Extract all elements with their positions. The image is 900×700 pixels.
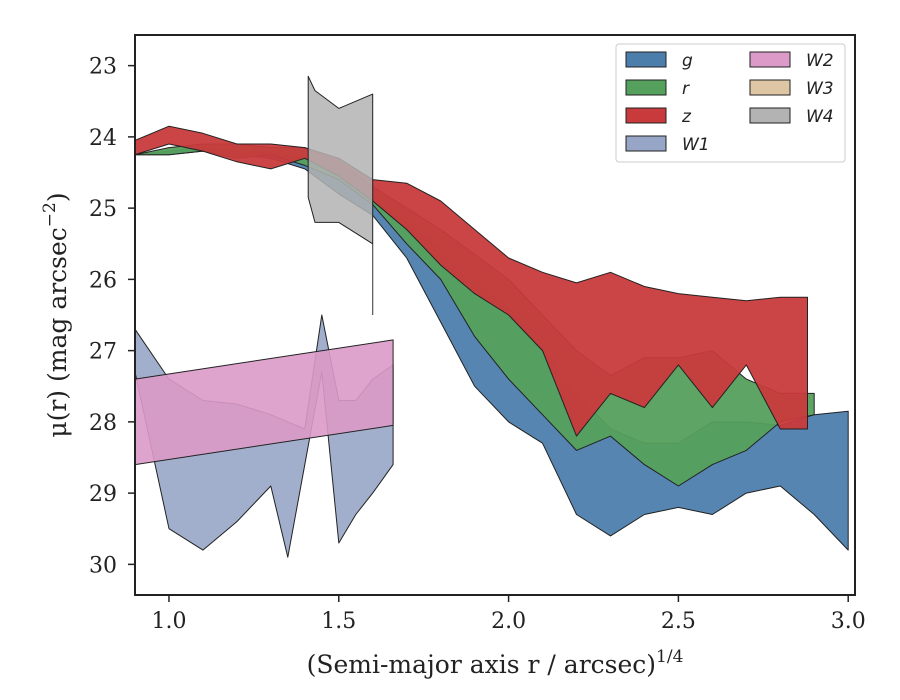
legend-label-z: z bbox=[681, 107, 692, 127]
plot-areas bbox=[135, 75, 849, 558]
y-tick-label: 25 bbox=[89, 197, 117, 222]
plot-frame bbox=[134, 34, 856, 596]
legend-label-w4: W4 bbox=[806, 107, 834, 127]
x-axis-label: (Semi-major axis r / arcsec)1/4 bbox=[307, 647, 684, 679]
y-axis-label: μ(r) (mag arcsec−2) bbox=[40, 192, 72, 437]
y-tick-label: 28 bbox=[89, 411, 117, 436]
legend-swatch-r bbox=[625, 79, 667, 96]
x-tick-label: 2.0 bbox=[491, 609, 526, 634]
series-w4-band bbox=[307, 75, 374, 245]
x-axis: 1.0 1.5 2.0 2.5 3.0 bbox=[151, 595, 866, 634]
legend-label-g: g bbox=[682, 51, 693, 71]
legend-label-w2: W2 bbox=[806, 51, 834, 71]
legend: grz W1 W2 W3 W4 bbox=[615, 43, 846, 163]
legend-label-r: r bbox=[682, 79, 690, 99]
legend-swatch-g bbox=[625, 51, 667, 68]
y-axis: 23 24 25 26 27 28 29 30 bbox=[89, 55, 135, 578]
y-axis-label-close: ) bbox=[43, 192, 72, 202]
legend-frame bbox=[615, 43, 846, 163]
legend-label-w3: W3 bbox=[806, 79, 834, 99]
legend-swatch-z bbox=[625, 107, 667, 124]
legend-swatch-w3 bbox=[749, 79, 791, 96]
legend-label-w1: W1 bbox=[682, 135, 710, 155]
x-axis-label-text: (Semi-major axis r / arcsec) bbox=[307, 650, 656, 679]
legend-swatch-w1 bbox=[625, 135, 667, 152]
y-tick-label: 24 bbox=[89, 126, 117, 151]
y-tick-label: 30 bbox=[89, 553, 117, 578]
legend-swatch-w2 bbox=[749, 51, 791, 68]
y-tick-label: 23 bbox=[89, 55, 117, 80]
legend-swatch-w4 bbox=[749, 107, 791, 124]
y-tick-label: 26 bbox=[89, 268, 117, 293]
series-w2-band bbox=[135, 339, 394, 466]
x-tick-label: 1.0 bbox=[151, 609, 186, 634]
x-tick-label: 2.5 bbox=[661, 609, 696, 634]
y-axis-label-exponent: −2 bbox=[40, 202, 60, 227]
y-tick-label: 29 bbox=[89, 482, 117, 507]
x-tick-label: 3.0 bbox=[831, 609, 866, 634]
y-tick-label: 27 bbox=[89, 340, 117, 365]
x-axis-label-exponent: 1/4 bbox=[656, 647, 683, 667]
x-tick-label: 1.5 bbox=[321, 609, 356, 634]
y-axis-label-text: μ(r) (mag arcsec bbox=[43, 227, 72, 437]
